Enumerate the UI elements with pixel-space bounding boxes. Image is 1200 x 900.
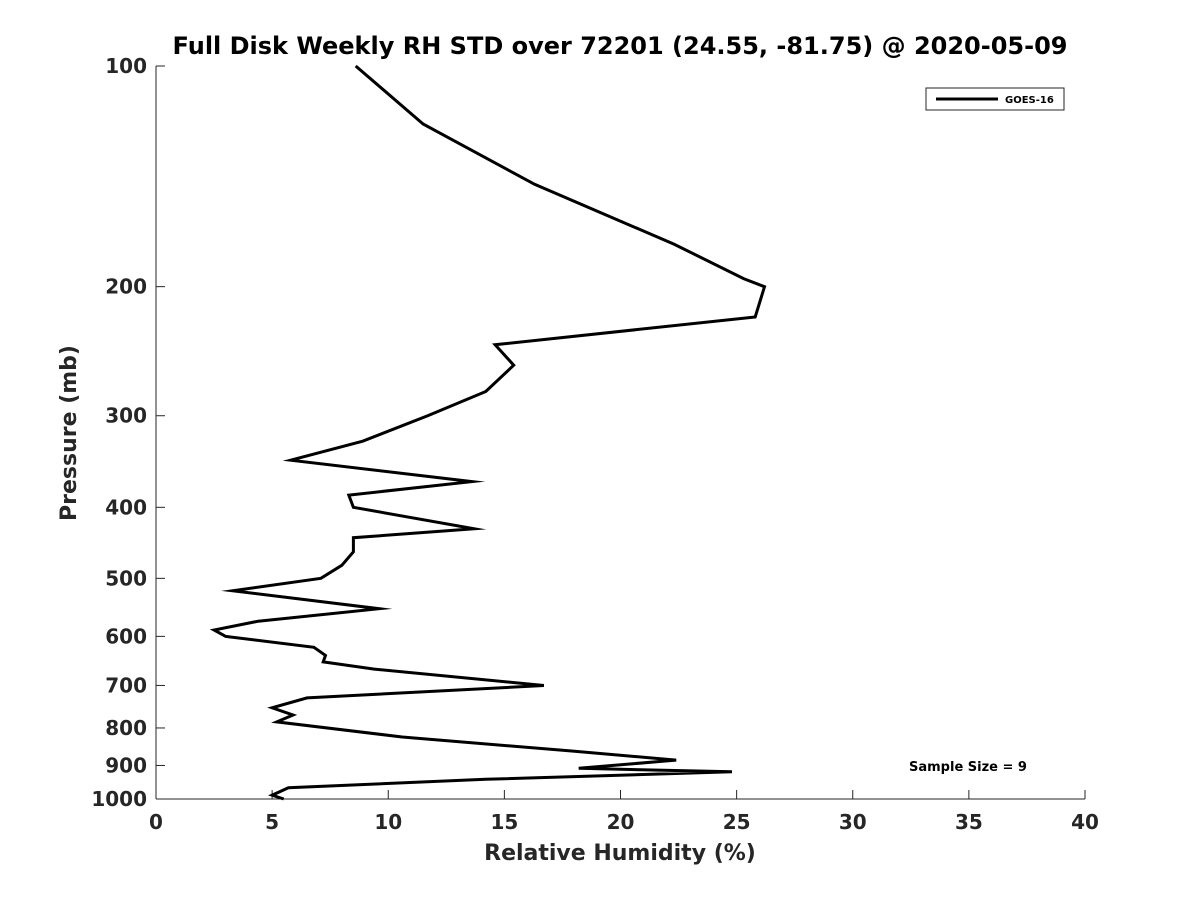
legend: GOES-16: [925, 87, 1065, 111]
series-group: [209, 64, 767, 801]
x-tick-label: 10: [374, 810, 402, 834]
y-tick-label: 800: [105, 716, 147, 740]
y-tick-label: 400: [105, 495, 147, 519]
x-tick-label: 25: [723, 810, 751, 834]
legend-label-goes-16: GOES-16: [1005, 95, 1054, 106]
y-tick-label: 900: [105, 753, 147, 777]
y-axis-label: Pressure (mb): [57, 345, 82, 521]
sample-size-annotation: Sample Size = 9: [909, 760, 1027, 775]
x-tick-label: 30: [839, 810, 867, 834]
x-tick-label: 20: [607, 810, 635, 834]
chart-title: Full Disk Weekly RH STD over 72201 (24.5…: [173, 32, 1068, 60]
series-line-goes-16: [209, 64, 767, 801]
y-tick-label: 600: [105, 624, 147, 648]
x-tick-label: 0: [149, 810, 163, 834]
x-axis-label: Relative Humidity (%): [484, 841, 756, 866]
y-tick-label: 1000: [91, 787, 147, 811]
y-axis-ticks: 100 200 300 400 500 600 700 800 900 1000: [91, 54, 165, 811]
x-tick-label: 5: [265, 810, 279, 834]
x-tick-label: 15: [490, 810, 518, 834]
y-tick-label: 100: [105, 54, 147, 78]
y-tick-label: 700: [105, 673, 147, 697]
y-tick-label: 300: [105, 404, 147, 428]
y-tick-label: 200: [105, 275, 147, 299]
x-axis-ticks: 0 5 10 15 20 25 30 35 40: [149, 790, 1099, 834]
x-tick-label: 35: [955, 810, 983, 834]
y-tick-label: 500: [105, 566, 147, 590]
x-tick-label: 40: [1071, 810, 1099, 834]
